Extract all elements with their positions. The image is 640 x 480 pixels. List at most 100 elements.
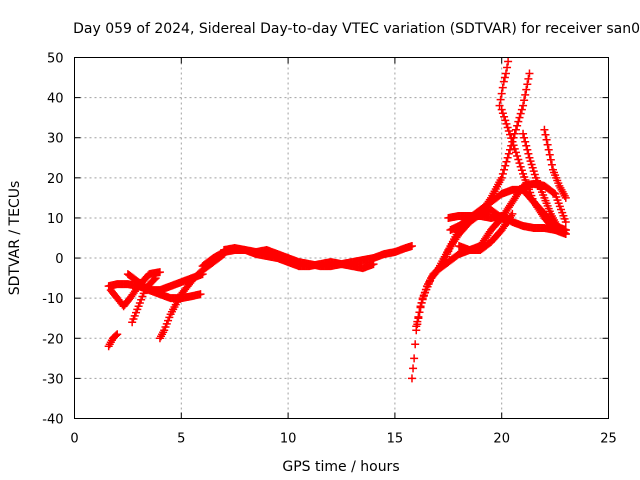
y-tick-label: -30 — [42, 372, 63, 387]
data-point — [522, 141, 531, 150]
x-axis-label: GPS time / hours — [282, 459, 399, 475]
y-tick-label: 40 — [47, 92, 64, 107]
data-point — [155, 268, 164, 277]
data-point — [407, 374, 416, 383]
data-point — [517, 166, 526, 175]
data-point — [545, 150, 554, 159]
y-tick-label: -20 — [42, 332, 63, 347]
data-point — [414, 312, 423, 321]
series-track-n — [454, 209, 517, 255]
data-point — [501, 116, 510, 125]
data-point — [540, 125, 549, 134]
data-point — [514, 117, 523, 126]
data-point — [503, 153, 512, 162]
data-point — [513, 121, 522, 130]
data-point — [407, 242, 416, 251]
data-point — [543, 140, 552, 149]
data-point — [496, 95, 505, 104]
data-point — [506, 130, 515, 139]
data-point — [150, 275, 159, 284]
series-track-q — [519, 129, 570, 238]
data-point — [511, 125, 520, 134]
data-point — [507, 134, 516, 143]
data-point — [511, 148, 520, 157]
data-point — [542, 135, 551, 144]
y-tick-label: -10 — [42, 292, 63, 307]
data-point — [409, 364, 418, 373]
x-tick-label: 20 — [493, 432, 510, 447]
data-point — [500, 73, 509, 82]
data-point — [513, 151, 522, 160]
data-point — [504, 127, 513, 136]
y-tick-label: -40 — [42, 413, 63, 428]
data-point — [516, 109, 525, 118]
data-point — [541, 130, 550, 139]
series-track-h — [220, 242, 416, 271]
x-tick-label: 10 — [280, 432, 297, 447]
data-point — [561, 217, 570, 226]
data-point — [515, 113, 524, 122]
data-point — [501, 161, 510, 170]
data-point — [508, 209, 517, 218]
series-track-j — [412, 179, 570, 331]
data-point — [521, 137, 530, 146]
data-point — [520, 133, 529, 142]
data-point — [546, 155, 555, 164]
data-point — [504, 149, 513, 158]
data-point — [417, 298, 426, 307]
grid — [74, 57, 609, 419]
data-point — [151, 274, 160, 283]
data-point — [561, 193, 570, 202]
data-point — [521, 90, 530, 99]
data-point — [514, 155, 523, 164]
y-tick-label: 50 — [47, 52, 64, 67]
series-track-a — [104, 330, 122, 351]
data-point — [523, 145, 532, 154]
y-axis-label: SDTVAR / TECUs — [7, 181, 23, 296]
plot-frame — [74, 57, 609, 419]
data-point — [413, 317, 422, 326]
data-point — [503, 63, 512, 72]
data-point — [498, 83, 507, 92]
chart-title: Day 059 of 2024, Sidereal Day-to-day VTE… — [73, 21, 640, 37]
data-point — [519, 129, 528, 138]
plot-area — [104, 57, 570, 383]
y-tick-label: 0 — [55, 252, 63, 267]
series-track-o — [495, 57, 513, 110]
data-point — [495, 101, 504, 110]
y-tick-label: 20 — [47, 172, 64, 187]
x-tick-label: 0 — [70, 432, 78, 447]
data-point — [560, 228, 569, 237]
data-point — [519, 101, 528, 110]
data-point — [517, 105, 526, 114]
data-point — [508, 137, 517, 146]
series-track-e — [128, 274, 160, 327]
data-point — [497, 105, 506, 114]
data-point — [113, 330, 122, 339]
data-point — [502, 119, 511, 128]
data-point — [525, 69, 534, 78]
data-point — [500, 165, 509, 174]
data-point — [524, 149, 533, 158]
data-point — [544, 145, 553, 154]
y-tick-label: 10 — [47, 212, 64, 227]
data-point — [112, 331, 121, 340]
data-point — [502, 157, 511, 166]
x-tick-label: 25 — [600, 432, 617, 447]
data-point — [499, 77, 508, 86]
data-point — [510, 144, 519, 153]
data-point — [515, 159, 524, 168]
data-point — [524, 74, 533, 83]
data-point — [549, 188, 558, 197]
data-point — [412, 322, 421, 331]
data-point — [509, 141, 518, 150]
data-point — [507, 211, 516, 220]
x-tick-label: 15 — [387, 432, 404, 447]
data-point — [416, 303, 425, 312]
data-point — [503, 123, 512, 132]
data-point — [410, 354, 419, 363]
data-point — [497, 89, 506, 98]
data-point — [411, 340, 420, 349]
data-point — [497, 173, 506, 182]
